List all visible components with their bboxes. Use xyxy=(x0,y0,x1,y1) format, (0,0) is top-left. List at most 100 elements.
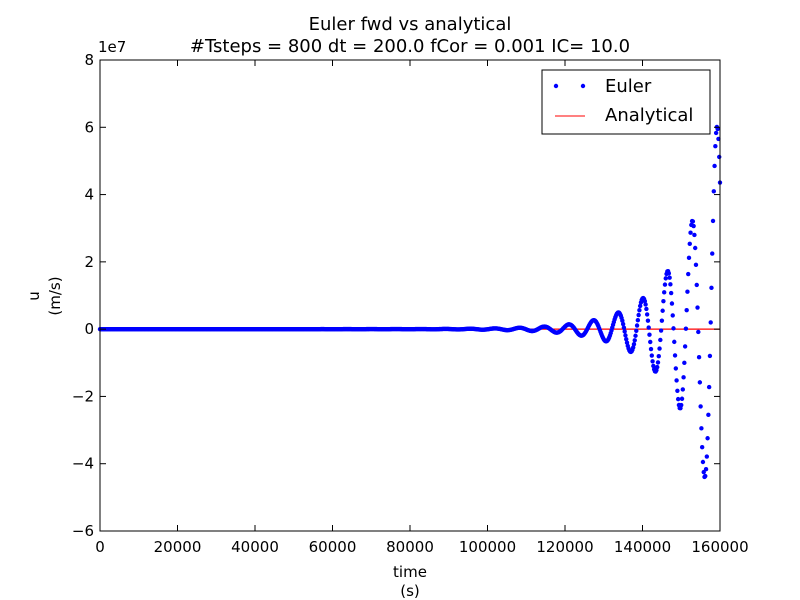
euler-data-point xyxy=(647,332,652,337)
euler-data-point xyxy=(679,402,684,408)
y-tick-label: 0 xyxy=(84,320,94,338)
euler-data-point xyxy=(717,154,722,160)
euler-data-point xyxy=(632,338,637,343)
euler-data-point xyxy=(656,353,661,359)
euler-data-point xyxy=(673,366,679,371)
euler-data-point xyxy=(658,337,663,343)
legend-euler-label: Euler xyxy=(605,76,652,97)
euler-data-point xyxy=(672,353,678,358)
legend-analytical-label: Analytical xyxy=(605,105,693,126)
euler-data-point xyxy=(660,308,665,313)
y-axis-label-line1: u xyxy=(25,291,43,301)
euler-data-point xyxy=(671,326,676,331)
euler-data-point xyxy=(711,189,716,194)
euler-data-point xyxy=(622,329,627,334)
euler-data-point xyxy=(675,396,681,402)
euler-data-point xyxy=(670,313,675,318)
euler-data-point xyxy=(668,290,674,296)
euler-data-point xyxy=(631,342,637,347)
euler-data-point xyxy=(655,364,660,370)
euler-data-point xyxy=(659,318,665,323)
euler-data-point xyxy=(672,339,677,345)
x-axis-label-line2: (s) xyxy=(400,582,420,600)
euler-data-point xyxy=(693,262,699,268)
euler-data-point xyxy=(695,305,700,310)
euler-data-point xyxy=(709,285,714,291)
legend-euler-marker xyxy=(553,83,559,89)
euler-data-point xyxy=(651,363,656,369)
euler-data-point xyxy=(703,467,709,472)
y-tick-label: −2 xyxy=(72,387,94,405)
euler-data-point xyxy=(680,387,685,392)
euler-data-point xyxy=(648,346,654,352)
x-tick-label: 120000 xyxy=(536,538,593,556)
euler-data-point xyxy=(703,473,708,479)
euler-data-point xyxy=(693,245,698,251)
euler-data-point xyxy=(620,318,625,323)
euler-data-point xyxy=(682,344,688,349)
x-tick-label: 140000 xyxy=(614,538,671,556)
euler-data-point xyxy=(683,326,689,331)
euler-data-point xyxy=(644,306,649,312)
euler-data-point xyxy=(710,251,715,256)
euler-data-point xyxy=(706,412,711,418)
euler-data-point xyxy=(669,301,675,306)
y-tick-label: 8 xyxy=(84,51,94,69)
x-tick-label: 40000 xyxy=(231,538,279,556)
euler-data-point xyxy=(668,282,673,287)
euler-data-point xyxy=(707,353,713,359)
euler-data-point xyxy=(624,336,629,342)
euler-data-point xyxy=(715,126,720,132)
euler-data-point xyxy=(674,378,679,383)
euler-data-point xyxy=(666,271,672,276)
euler-data-point xyxy=(685,289,690,294)
euler-data-point xyxy=(635,317,641,323)
euler-data-point xyxy=(662,290,667,295)
euler-data-point xyxy=(699,426,704,431)
euler-data-point xyxy=(655,360,661,365)
euler-data-point xyxy=(713,143,718,149)
euler-data-point xyxy=(663,276,668,281)
euler-data-point xyxy=(699,444,705,450)
y-tick-label: 4 xyxy=(84,186,94,204)
euler-data-point xyxy=(657,346,662,351)
euler-data-point xyxy=(643,302,648,307)
euler-data-point xyxy=(684,307,689,313)
euler-data-point xyxy=(708,320,713,325)
legend-euler-marker xyxy=(580,83,586,89)
euler-data-point xyxy=(621,325,627,330)
series-layer xyxy=(97,124,723,480)
euler-data-point xyxy=(650,359,655,364)
euler-data-point xyxy=(690,219,696,224)
legend: Euler Analytical xyxy=(541,69,711,135)
euler-data-point xyxy=(645,318,651,323)
x-tick-label: 0 xyxy=(95,538,105,556)
euler-data-point xyxy=(661,298,666,304)
euler-data-point xyxy=(675,388,680,393)
chart-title-line1: Euler fwd vs analytical xyxy=(309,14,512,35)
euler-data-point xyxy=(682,360,687,366)
euler-data-point xyxy=(636,312,641,318)
euler-data-point xyxy=(705,436,710,441)
euler-data-point xyxy=(698,404,703,409)
x-tick-label: 60000 xyxy=(309,538,357,556)
euler-data-point xyxy=(634,328,639,333)
euler-data-point xyxy=(706,384,712,390)
y-axis-label-line2: (m/s) xyxy=(46,276,64,315)
euler-data-point xyxy=(704,454,710,459)
euler-data-point xyxy=(713,130,719,136)
euler-data-point xyxy=(633,333,638,338)
euler-data-point xyxy=(686,255,692,261)
y-tick-label: −6 xyxy=(72,522,94,540)
euler-data-point xyxy=(637,303,643,309)
x-tick-label: 80000 xyxy=(386,538,434,556)
y-scale-label: 1e7 xyxy=(98,38,126,56)
euler-data-point xyxy=(694,282,699,288)
euler-data-point xyxy=(687,241,692,247)
y-tick-label: −4 xyxy=(72,455,94,473)
euler-data-point xyxy=(644,312,650,317)
y-tick-label: 2 xyxy=(84,253,94,271)
y-tick-label: 6 xyxy=(84,118,94,136)
euler-data-point xyxy=(679,396,685,401)
euler-data-point xyxy=(691,223,696,229)
